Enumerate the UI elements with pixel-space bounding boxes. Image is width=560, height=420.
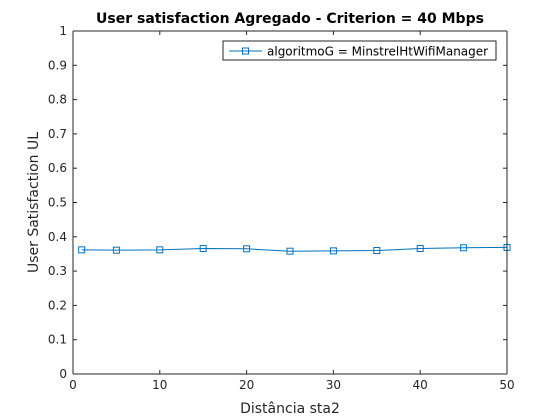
y-tick-label: 1 [59, 24, 67, 38]
data-point-marker [112, 246, 120, 254]
legend-marker-square [242, 47, 249, 55]
data-point-marker [78, 246, 86, 254]
x-tick-label: 40 [413, 378, 428, 392]
data-point-marker [243, 245, 251, 253]
x-tick-label: 30 [326, 378, 341, 392]
y-tick-label: 0.3 [48, 264, 67, 278]
series-line [81, 246, 508, 252]
data-point-marker [416, 244, 424, 252]
legend-box [222, 40, 497, 61]
data-point-marker [156, 246, 164, 254]
ticks-layer: 0 10 20 30 40 50 0 0.1 0.2 0.3 0.4 0.5 0.6 0.7 0.8 0.9 1 [48, 24, 515, 392]
x-tick-label: 50 [499, 378, 514, 392]
data-point-marker [199, 244, 207, 252]
data-point-marker [286, 247, 294, 255]
chart-title: User satisfaction Agregado - Criterion =… [96, 11, 484, 27]
x-tick-label: 20 [239, 378, 254, 392]
y-tick-label: 0.2 [48, 298, 67, 312]
data-point-marker [460, 244, 468, 252]
legend-entry-label: algoritmoG = MinstrelHtWifiManager [267, 45, 488, 59]
y-axis-label: User Satisfaction UL [26, 132, 42, 273]
y-tick-label: 0.4 [48, 230, 67, 244]
legend: algoritmoG = MinstrelHtWifiManager [222, 40, 497, 61]
y-tick-label: 0.1 [48, 333, 67, 347]
y-tick-label: 0.7 [48, 127, 67, 141]
series-layer [78, 243, 511, 255]
y-tick-label: 0.9 [48, 58, 67, 72]
data-point-marker [373, 247, 381, 255]
y-tick-label: 0 [59, 367, 67, 381]
y-tick-label: 0.6 [48, 161, 67, 175]
y-tick-label: 0.5 [48, 196, 67, 210]
plot-area [73, 31, 507, 374]
data-point-marker [329, 247, 337, 255]
x-tick-label: 0 [69, 378, 77, 392]
x-tick-label: 10 [152, 378, 167, 392]
x-axis-label: Distância sta2 [240, 401, 340, 417]
y-tick-label: 0.8 [48, 93, 67, 107]
